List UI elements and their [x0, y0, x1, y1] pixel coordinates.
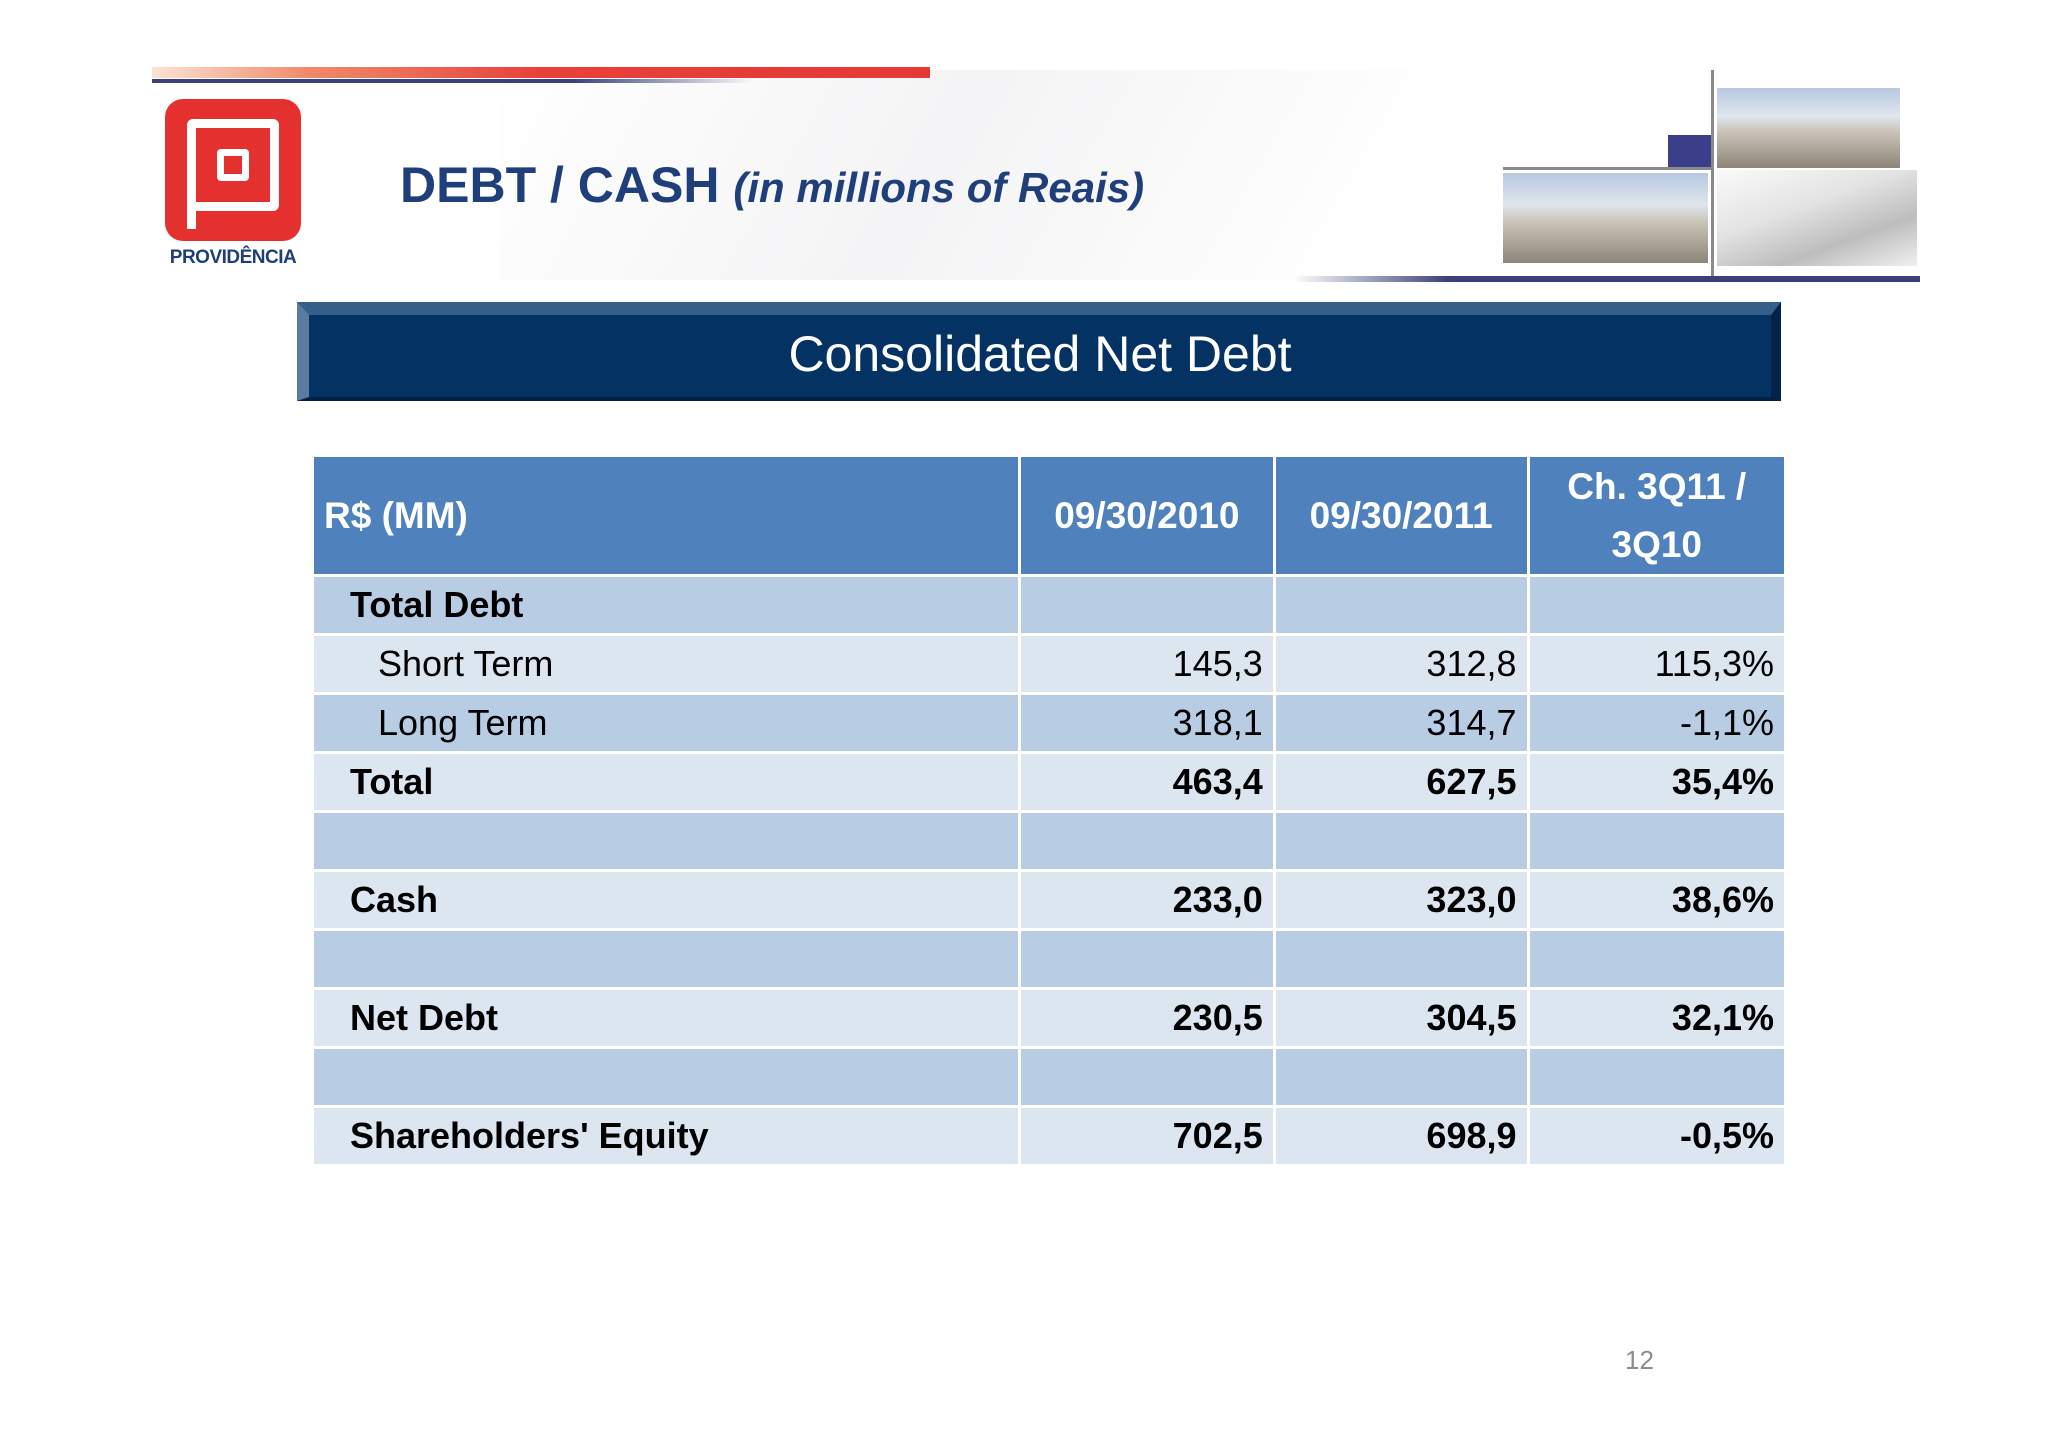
table-cell: 35,4% [1526, 751, 1788, 813]
table-cell: 314,7 [1272, 692, 1530, 754]
table-cell: 304,5 [1272, 987, 1530, 1049]
table-row [311, 810, 1788, 872]
factory-photo-1 [1717, 88, 1900, 168]
section-banner: Consolidated Net Debt [297, 302, 1781, 401]
column-header: 09/30/2011 [1272, 454, 1530, 577]
table-cell [1526, 574, 1788, 636]
row-label: Total Debt [311, 574, 1021, 636]
page-title: DEBT / CASH (in millions of Reais) [400, 156, 1144, 214]
table-cell [1017, 1046, 1276, 1108]
row-label [311, 1046, 1021, 1108]
table-cell: -0,5% [1526, 1105, 1788, 1167]
table-cell [1017, 810, 1276, 872]
table-row: Net Debt 230,5 304,5 32,1% [311, 987, 1788, 1049]
table-cell: 323,0 [1272, 869, 1530, 931]
table-cell: 627,5 [1272, 751, 1530, 813]
table-cell: 115,3% [1526, 633, 1788, 695]
table-row [311, 928, 1788, 990]
row-label [311, 810, 1021, 872]
table-header-row: R$ (MM) 09/30/2010 09/30/2011 Ch. 3Q11 /… [311, 454, 1788, 577]
row-label [311, 928, 1021, 990]
title-subtitle: (in millions of Reais) [733, 164, 1145, 211]
table-cell [1526, 1046, 1788, 1108]
table-cell [1272, 810, 1530, 872]
table-cell: 230,5 [1017, 987, 1276, 1049]
table-cell: 312,8 [1272, 633, 1530, 695]
page-number: 12 [1625, 1345, 1654, 1375]
table-cell: 145,3 [1017, 633, 1276, 695]
row-label: Short Term [311, 633, 1021, 695]
row-label: Net Debt [311, 987, 1021, 1049]
logo-text: PROVIDÊNCIA [169, 247, 297, 268]
table-cell: 318,1 [1017, 692, 1276, 754]
table-cell [1272, 928, 1530, 990]
table-cell: 32,1% [1526, 987, 1788, 1049]
decorative-navy-line [152, 79, 752, 83]
table-cell: 702,5 [1017, 1105, 1276, 1167]
table-cell [1017, 928, 1276, 990]
net-debt-table: R$ (MM) 09/30/2010 09/30/2011 Ch. 3Q11 /… [311, 454, 1788, 1167]
product-rolls-photo [1717, 170, 1917, 266]
table-cell [1272, 574, 1530, 636]
table-row: Long Term 318,1 314,7 -1,1% [311, 692, 1788, 754]
providencia-logo-icon [165, 99, 301, 241]
table-row [311, 1046, 1788, 1108]
row-label: Shareholders' Equity [311, 1105, 1021, 1167]
table-row: Total 463,4 627,5 35,4% [311, 751, 1788, 813]
table-cell: 233,0 [1017, 869, 1276, 931]
divider-vertical [1711, 70, 1714, 277]
table-row: Total Debt [311, 574, 1788, 636]
table-cell [1526, 810, 1788, 872]
row-label: Total [311, 751, 1021, 813]
decorative-bottom-line [1293, 276, 1920, 282]
table-cell: 463,4 [1017, 751, 1276, 813]
row-label: Long Term [311, 692, 1021, 754]
factory-photo-2 [1503, 173, 1708, 263]
column-header: Ch. 3Q11 / 3Q10 [1526, 454, 1788, 577]
table-row: Cash 233,0 323,0 38,6% [311, 869, 1788, 931]
table-cell [1272, 1046, 1530, 1108]
table-row: Shareholders' Equity 702,5 698,9 -0,5% [311, 1105, 1788, 1167]
table-cell: 38,6% [1526, 869, 1788, 931]
title-main: DEBT / CASH [400, 157, 720, 213]
decorative-red-bar [152, 67, 930, 78]
table-cell: 698,9 [1272, 1105, 1530, 1167]
decorative-square [1668, 135, 1712, 167]
row-label: Cash [311, 869, 1021, 931]
column-header: 09/30/2010 [1017, 454, 1276, 577]
table-cell [1526, 928, 1788, 990]
table-row: Short Term 145,3 312,8 115,3% [311, 633, 1788, 695]
banner-title: Consolidated Net Debt [788, 326, 1292, 382]
background-watermark [500, 70, 1600, 280]
column-header: R$ (MM) [311, 454, 1021, 577]
divider-horizontal [1503, 167, 1713, 170]
table-cell [1017, 574, 1276, 636]
table-cell: -1,1% [1526, 692, 1788, 754]
